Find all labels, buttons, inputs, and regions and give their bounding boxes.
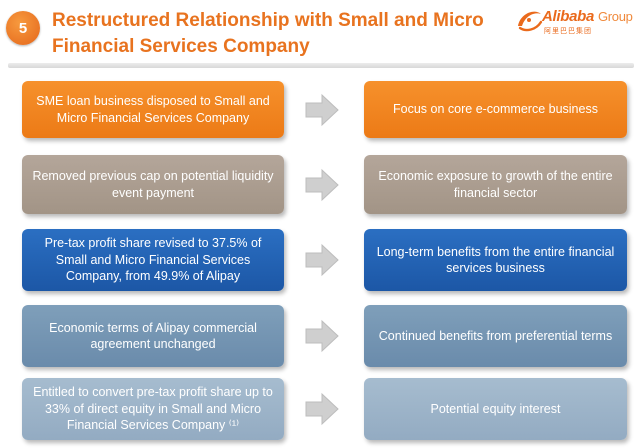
row-5-right-text: Potential equity interest — [430, 401, 561, 416]
row-4-left-text: Economic terms of Alipay commercial agre… — [49, 320, 257, 352]
row-2-arrow-icon — [305, 168, 339, 202]
page-title: Restructured Relationship with Small and… — [52, 10, 484, 57]
section-number-badge: 5 — [6, 11, 40, 45]
row-3-right-text: Long-term benefits from the entire finan… — [376, 244, 615, 276]
logo-chinese-name: 阿里巴巴集团 — [544, 28, 592, 35]
row-3-arrow-icon — [305, 243, 339, 277]
row-2-right-text: Economic exposure to growth of the entir… — [378, 169, 613, 200]
row-5-right-box: Potential equity interest — [364, 378, 627, 440]
logo-wordmark: Alibaba Group — [542, 8, 633, 25]
row-1-right-text: Focus on core e-commerce business — [393, 102, 598, 117]
row-4-right-box: Continued benefits from preferential ter… — [364, 305, 627, 367]
row-1-left-text: SME loan business disposed to Small and … — [36, 94, 270, 125]
alibaba-group-logo: Alibaba Group 阿里巴巴集团 — [514, 6, 638, 40]
row-5-arrow-icon — [305, 392, 339, 426]
alibaba-smile-icon — [518, 11, 543, 32]
row-4-arrow-icon — [305, 319, 339, 353]
row-5-left-box: Entitled to convert pre-tax profit share… — [22, 378, 284, 440]
row-4-right-text: Continued benefits from preferential ter… — [378, 328, 613, 343]
row-3-left-text: Pre-tax profit share revised to 37.5% of… — [44, 236, 262, 284]
row-3-left-box: Pre-tax profit share revised to 37.5% of… — [22, 229, 284, 291]
row-2-right-box: Economic exposure to growth of the entir… — [364, 155, 627, 214]
row-4-left-box: Economic terms of Alipay commercial agre… — [22, 305, 284, 367]
row-2-left-box: Removed previous cap on potential liquid… — [22, 155, 284, 214]
row-1-right-box: Focus on core e-commerce business — [364, 81, 627, 138]
row-2-left-text: Removed previous cap on potential liquid… — [32, 169, 274, 200]
row-3-right-box: Long-term benefits from the entire finan… — [364, 229, 627, 291]
row-1-arrow-icon — [305, 93, 339, 127]
row-5-left-text: Entitled to convert pre-tax profit share… — [33, 385, 273, 433]
header-divider — [8, 63, 634, 68]
row-1-left-box: SME loan business disposed to Small and … — [22, 81, 284, 138]
